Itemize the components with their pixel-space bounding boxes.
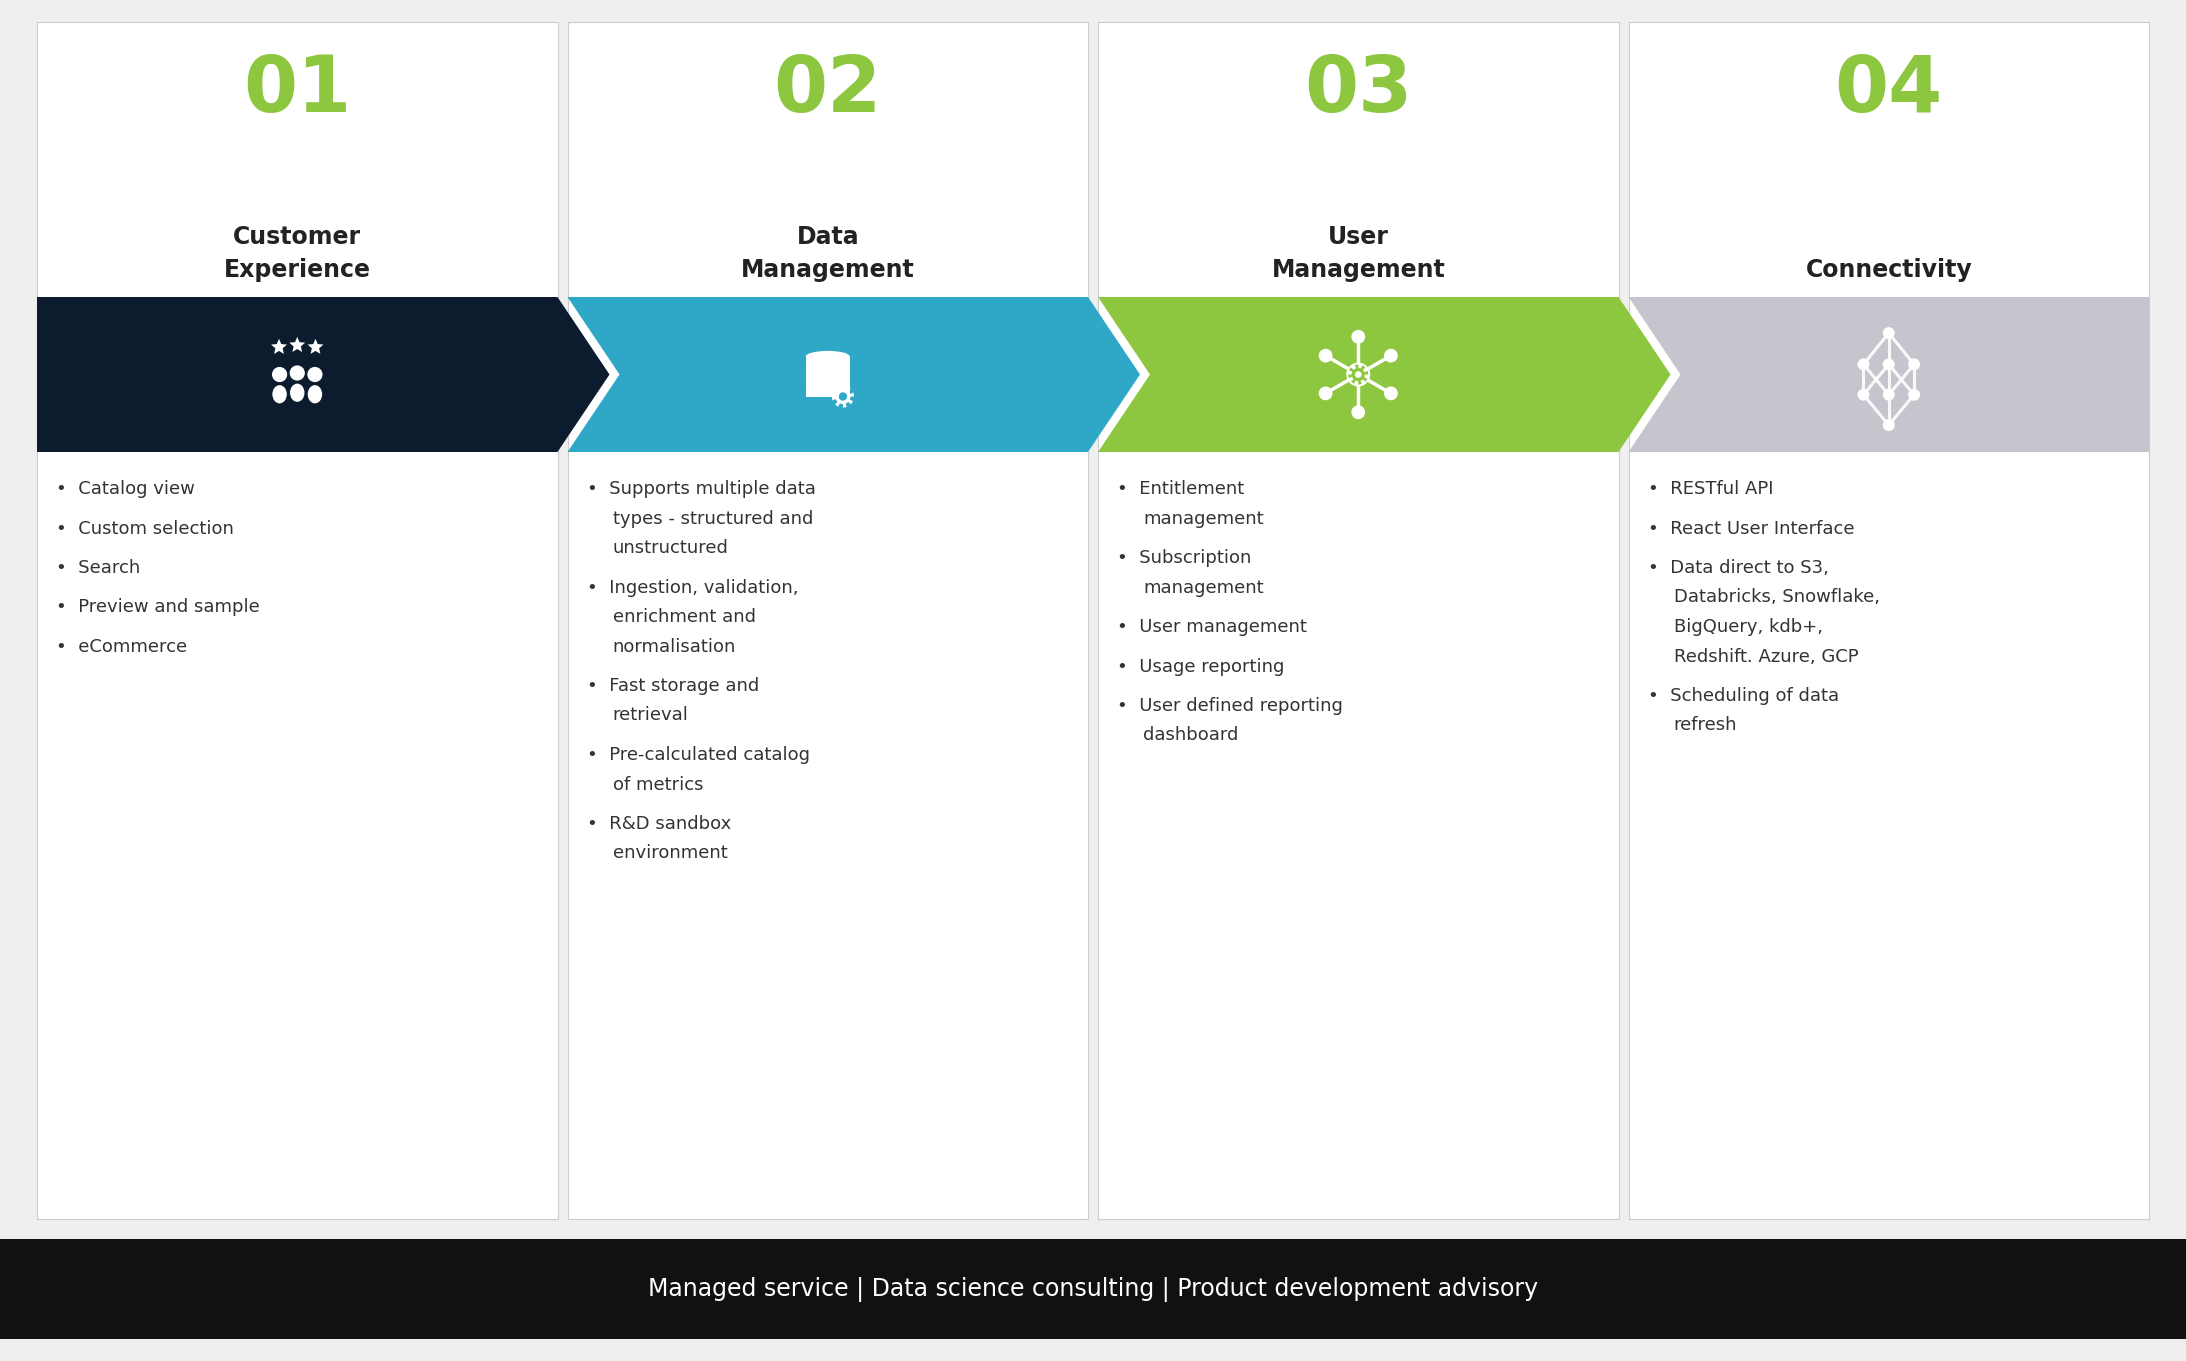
Text: 04: 04 [1834, 52, 1943, 128]
Text: •  Pre-calculated catalog: • Pre-calculated catalog [586, 746, 809, 764]
Text: •  Subscription: • Subscription [1117, 548, 1250, 568]
Circle shape [1384, 348, 1397, 362]
Text: •  R&D sandbox: • R&D sandbox [586, 815, 730, 833]
Circle shape [1384, 387, 1397, 400]
Polygon shape [1629, 297, 2149, 452]
Circle shape [1351, 406, 1364, 419]
Text: •  Entitlement: • Entitlement [1117, 480, 1244, 498]
Text: Connectivity: Connectivity [1806, 259, 1972, 282]
Ellipse shape [308, 385, 321, 403]
Polygon shape [271, 339, 286, 354]
Text: •  Usage reporting: • Usage reporting [1117, 657, 1285, 675]
Text: retrieval: retrieval [612, 706, 689, 724]
Circle shape [1351, 329, 1364, 344]
Text: 02: 02 [774, 52, 881, 128]
Circle shape [1882, 389, 1895, 400]
Polygon shape [289, 338, 306, 352]
Text: •  React User Interface: • React User Interface [1648, 520, 1854, 538]
Circle shape [1882, 358, 1895, 370]
Text: •  RESTful API: • RESTful API [1648, 480, 1773, 498]
Circle shape [1318, 387, 1333, 400]
Circle shape [1347, 362, 1371, 387]
Text: •  Scheduling of data: • Scheduling of data [1648, 687, 1838, 705]
Text: management: management [1143, 509, 1264, 528]
Ellipse shape [807, 376, 850, 387]
Polygon shape [568, 297, 1141, 452]
Polygon shape [1349, 365, 1368, 385]
Text: 01: 01 [243, 52, 352, 128]
Text: •  User defined reporting: • User defined reporting [1117, 697, 1342, 715]
Polygon shape [308, 339, 324, 354]
Ellipse shape [807, 363, 850, 374]
Text: environment: environment [612, 844, 728, 863]
Text: •  eCommerce: • eCommerce [57, 638, 188, 656]
Circle shape [291, 365, 304, 381]
Text: User
Management: User Management [1272, 226, 1445, 282]
Text: •  Data direct to S3,: • Data direct to S3, [1648, 559, 1827, 577]
Circle shape [1355, 372, 1362, 378]
Text: Data
Management: Data Management [741, 226, 914, 282]
Text: enrichment and: enrichment and [612, 608, 756, 626]
Polygon shape [1097, 297, 1670, 452]
Bar [807, 369, 850, 384]
Ellipse shape [291, 384, 304, 401]
Text: •  Preview and sample: • Preview and sample [57, 599, 260, 617]
Ellipse shape [807, 351, 850, 362]
Ellipse shape [273, 385, 286, 403]
Circle shape [1858, 389, 1869, 400]
Text: •  Ingestion, validation,: • Ingestion, validation, [586, 578, 798, 596]
Text: of metrics: of metrics [612, 776, 704, 793]
Text: dashboard: dashboard [1143, 727, 1239, 744]
Bar [807, 381, 850, 396]
Text: •  Catalog view: • Catalog view [57, 480, 195, 498]
Text: management: management [1143, 578, 1264, 596]
Bar [0, 1239, 2186, 1339]
Circle shape [1318, 348, 1333, 362]
FancyBboxPatch shape [568, 22, 1089, 1219]
Circle shape [271, 367, 286, 382]
Text: •  Supports multiple data: • Supports multiple data [586, 480, 815, 498]
FancyBboxPatch shape [1629, 22, 2149, 1219]
Polygon shape [37, 297, 610, 452]
Text: types - structured and: types - structured and [612, 509, 813, 528]
Text: •  Fast storage and: • Fast storage and [586, 676, 759, 695]
Bar [807, 357, 850, 372]
FancyBboxPatch shape [1097, 22, 1618, 1219]
Circle shape [308, 367, 324, 382]
Text: refresh: refresh [1674, 716, 1738, 735]
Text: Databricks, Snowflake,: Databricks, Snowflake, [1674, 588, 1880, 607]
FancyBboxPatch shape [37, 22, 557, 1219]
Text: normalisation: normalisation [612, 637, 737, 656]
Text: Customer
Experience: Customer Experience [223, 226, 372, 282]
Text: BigQuery, kdb+,: BigQuery, kdb+, [1674, 618, 1823, 636]
Circle shape [1908, 358, 1919, 370]
Circle shape [839, 392, 848, 400]
Text: unstructured: unstructured [612, 539, 728, 557]
Text: •  User management: • User management [1117, 618, 1307, 636]
Circle shape [1908, 389, 1919, 400]
Circle shape [1882, 419, 1895, 431]
Text: Redshift. Azure, GCP: Redshift. Azure, GCP [1674, 648, 1858, 666]
Circle shape [1882, 327, 1895, 339]
Ellipse shape [807, 391, 850, 401]
Text: •  Custom selection: • Custom selection [57, 520, 234, 538]
Text: Managed service | Data science consulting | Product development advisory: Managed service | Data science consultin… [647, 1277, 1539, 1301]
Polygon shape [831, 385, 855, 408]
Text: 03: 03 [1305, 52, 1412, 128]
Text: •  Search: • Search [57, 559, 140, 577]
Circle shape [1858, 358, 1869, 370]
